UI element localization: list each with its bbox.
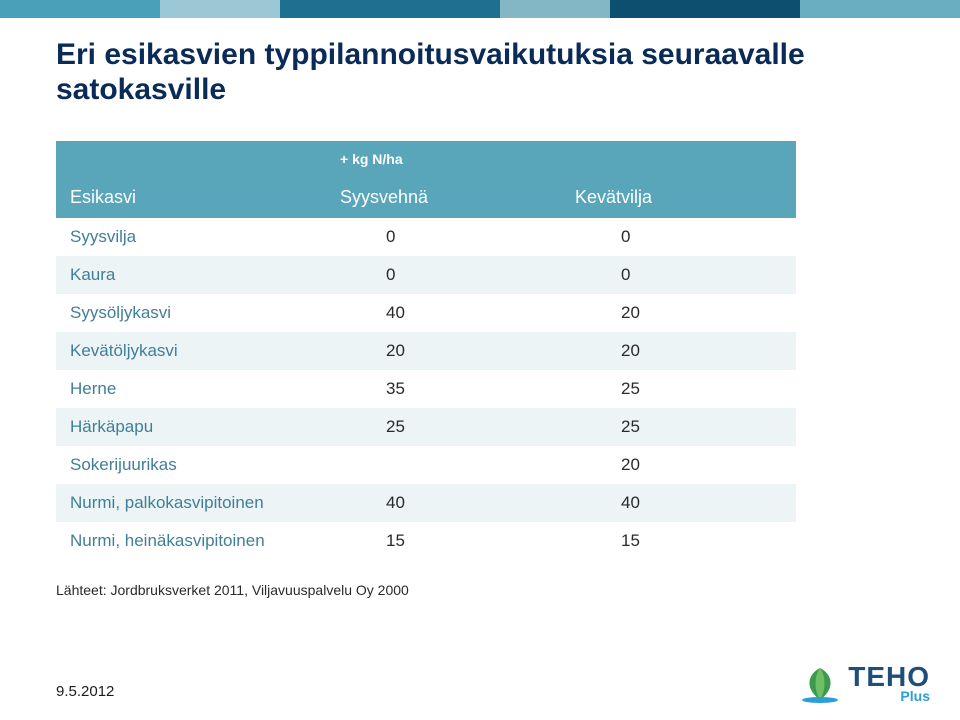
row-val-2: 15 bbox=[561, 522, 796, 560]
row-val-2: 25 bbox=[561, 370, 796, 408]
row-label: Kaura bbox=[56, 256, 326, 294]
col-0: Esikasvi bbox=[56, 177, 326, 218]
footer-date: 9.5.2012 bbox=[56, 683, 114, 700]
col-2: Kevätvilja bbox=[561, 177, 796, 218]
row-label: Sokerijuurikas bbox=[56, 446, 326, 484]
page-title: Eri esikasvien typpilannoitusvaikutuksia… bbox=[56, 38, 904, 107]
col-1: Syysvehnä bbox=[326, 177, 561, 218]
row-val-1: 0 bbox=[326, 256, 561, 294]
footer-logo: TEHO Plus bbox=[798, 664, 930, 704]
source-line: Lähteet: Jordbruksverket 2011, Viljavuus… bbox=[56, 582, 904, 598]
logo-text-wrap: TEHO Plus bbox=[848, 664, 930, 703]
data-table: + kg N/ha Esikasvi Syysvehnä Kevätvilja … bbox=[56, 141, 796, 560]
unit-label: + kg N/ha bbox=[326, 141, 561, 177]
row-val-2: 20 bbox=[561, 294, 796, 332]
row-val-1: 20 bbox=[326, 332, 561, 370]
unit-row: + kg N/ha bbox=[56, 141, 796, 177]
row-label: Kevätöljykasvi bbox=[56, 332, 326, 370]
table-row: Sokerijuurikas 20 bbox=[56, 446, 796, 484]
table-row: Syysöljykasvi4020 bbox=[56, 294, 796, 332]
row-val-2: 20 bbox=[561, 332, 796, 370]
table-row: Nurmi, heinäkasvipitoinen1515 bbox=[56, 522, 796, 560]
row-val-2: 0 bbox=[561, 218, 796, 256]
row-val-2: 0 bbox=[561, 256, 796, 294]
row-val-2: 25 bbox=[561, 408, 796, 446]
header-row: Esikasvi Syysvehnä Kevätvilja bbox=[56, 177, 796, 218]
accent-svg bbox=[0, 0, 960, 18]
row-val-2: 40 bbox=[561, 484, 796, 522]
leaf-icon bbox=[798, 664, 842, 704]
table-row: Kaura00 bbox=[56, 256, 796, 294]
row-val-1: 25 bbox=[326, 408, 561, 446]
row-val-1: 0 bbox=[326, 218, 561, 256]
row-label: Nurmi, heinäkasvipitoinen bbox=[56, 522, 326, 560]
row-label: Härkäpapu bbox=[56, 408, 326, 446]
row-val-1: 15 bbox=[326, 522, 561, 560]
table-row: Nurmi, palkokasvipitoinen4040 bbox=[56, 484, 796, 522]
table-row: Härkäpapu2525 bbox=[56, 408, 796, 446]
row-val-2: 20 bbox=[561, 446, 796, 484]
slide-content: Eri esikasvien typpilannoitusvaikutuksia… bbox=[0, 38, 960, 598]
row-val-1: 40 bbox=[326, 294, 561, 332]
data-table-wrap: + kg N/ha Esikasvi Syysvehnä Kevätvilja … bbox=[56, 141, 796, 560]
row-label: Herne bbox=[56, 370, 326, 408]
table-row: Syysvilja00 bbox=[56, 218, 796, 256]
row-val-1: 40 bbox=[326, 484, 561, 522]
table-row: Kevätöljykasvi2020 bbox=[56, 332, 796, 370]
row-val-1 bbox=[326, 446, 561, 484]
table-row: Herne3525 bbox=[56, 370, 796, 408]
row-val-1: 35 bbox=[326, 370, 561, 408]
row-label: Syysöljykasvi bbox=[56, 294, 326, 332]
top-accent-bar bbox=[0, 0, 960, 18]
table-body: Syysvilja00Kaura00Syysöljykasvi4020Kevät… bbox=[56, 218, 796, 560]
row-label: Syysvilja bbox=[56, 218, 326, 256]
logo-text: TEHO bbox=[848, 664, 930, 689]
row-label: Nurmi, palkokasvipitoinen bbox=[56, 484, 326, 522]
